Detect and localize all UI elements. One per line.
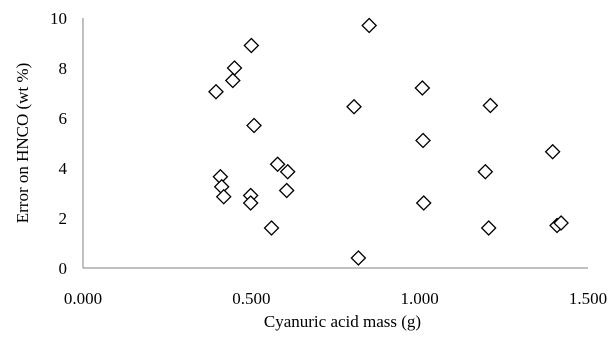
data-point: [242, 195, 259, 211]
data-point: [279, 163, 296, 180]
data-point: [482, 97, 499, 114]
y-tick-label: 8: [59, 59, 68, 78]
data-point: [246, 117, 262, 134]
data-point: [415, 132, 431, 149]
data-point: [361, 17, 378, 34]
y-tick-label: 2: [59, 209, 68, 228]
data-point: [544, 143, 561, 160]
x-tick-label: 0.000: [64, 289, 102, 308]
tick-labels: 0 2 4 6 8 10 0.000 0.500 1.000 1.500: [50, 9, 607, 308]
data-point: [480, 220, 497, 236]
data-point: [350, 250, 367, 266]
y-axis-title: Error on HNCO (wt %): [13, 63, 32, 224]
x-tick-label: 1.000: [401, 289, 439, 308]
data-point: [278, 182, 295, 199]
x-axis-title: Cyanuric acid mass (g): [264, 312, 421, 331]
y-tick-label: 0: [59, 259, 68, 278]
data-point: [226, 60, 243, 76]
data-point: [346, 98, 362, 115]
y-tick-label: 6: [59, 109, 68, 128]
y-tick-label: 4: [59, 159, 68, 178]
data-point: [477, 163, 494, 180]
y-tick-label: 10: [50, 9, 67, 28]
axes: [82, 18, 588, 269]
data-point: [215, 188, 232, 205]
x-tick-label: 1.500: [569, 289, 607, 308]
data-point: [224, 72, 241, 89]
data-point: [553, 215, 569, 231]
x-tick-label: 0.500: [232, 289, 270, 308]
data-point: [263, 220, 280, 236]
data-point: [243, 37, 260, 54]
data-point: [415, 195, 432, 211]
data-points: [208, 17, 569, 266]
data-point: [269, 156, 286, 173]
data-point: [414, 80, 431, 96]
data-point: [208, 83, 224, 100]
